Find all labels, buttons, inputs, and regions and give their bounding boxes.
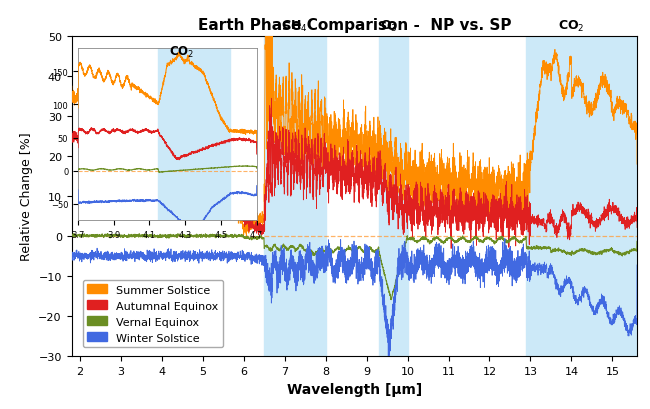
Bar (159, 49, 230, 221)
Bar (526, 37, 637, 356)
Bar (379, 37, 408, 356)
Y-axis label: Relative Change [%]: Relative Change [%] (20, 132, 32, 261)
Text: CH$_4$: CH$_4$ (281, 18, 308, 34)
Title: Earth Phase Comparison -  NP vs. SP: Earth Phase Comparison - NP vs. SP (198, 18, 511, 33)
X-axis label: Wavelength [μm]: Wavelength [μm] (287, 382, 422, 396)
Text: CO$_2$: CO$_2$ (558, 18, 585, 34)
Text: CO$_2$: CO$_2$ (169, 45, 194, 60)
Text: O$_3$: O$_3$ (380, 18, 398, 34)
Bar (264, 37, 326, 356)
Legend: Summer Solstice, Autumnal Equinox, Vernal Equinox, Winter Solstice: Summer Solstice, Autumnal Equinox, Verna… (83, 280, 223, 347)
